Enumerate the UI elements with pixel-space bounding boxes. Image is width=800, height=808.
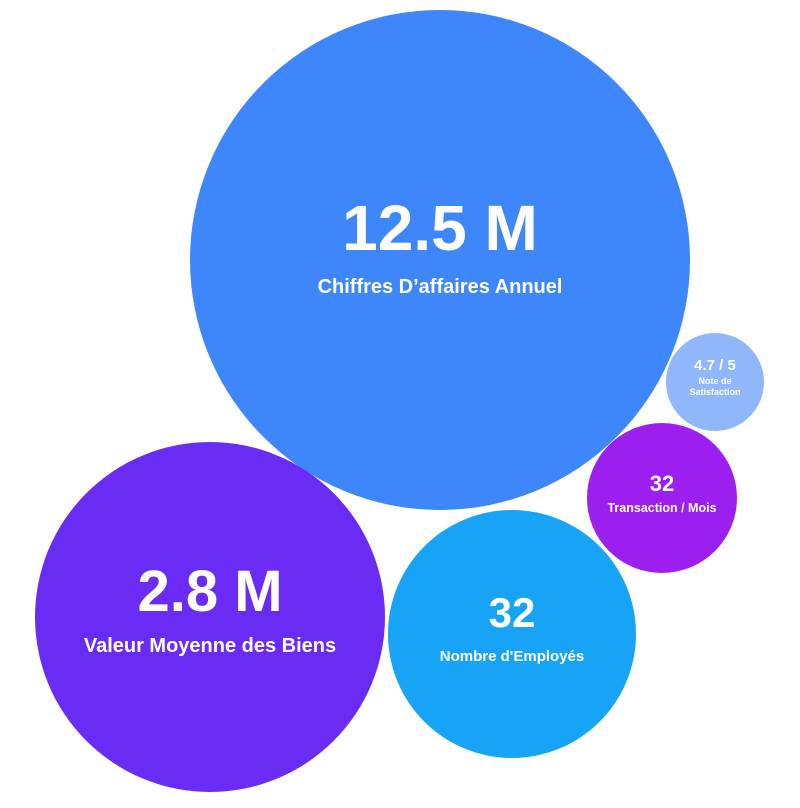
annual-revenue-value: 12.5 M [342, 191, 538, 264]
bubble-employee-count: 32 Nombre d'Employés [388, 510, 636, 758]
bubble-satisfaction-rating: 4.7 / 5 Note de Satisfaction [666, 333, 764, 431]
satisfaction-rating-value: 4.7 / 5 [694, 356, 736, 374]
employee-count-label: Nombre d'Employés [439, 648, 585, 666]
monthly-transactions-label: Transaction / Mois [607, 500, 717, 515]
annual-revenue-label: Chiffres D’affaires Annuel [317, 275, 563, 298]
employee-count-value: 32 [488, 589, 536, 637]
bubble-monthly-transactions: 32 Transaction / Mois [587, 423, 737, 573]
satisfaction-rating-label: Note de Satisfaction [689, 375, 741, 397]
average-property-value-value: 2.8 M [137, 558, 283, 624]
monthly-transactions-value: 32 [649, 470, 675, 496]
bubble-annual-revenue: 12.5 M Chiffres D’affaires Annuel [190, 10, 690, 510]
average-property-value-label: Valeur Moyenne des Biens [83, 634, 337, 657]
bubble-average-property-value: 2.8 M Valeur Moyenne des Biens [35, 442, 385, 792]
